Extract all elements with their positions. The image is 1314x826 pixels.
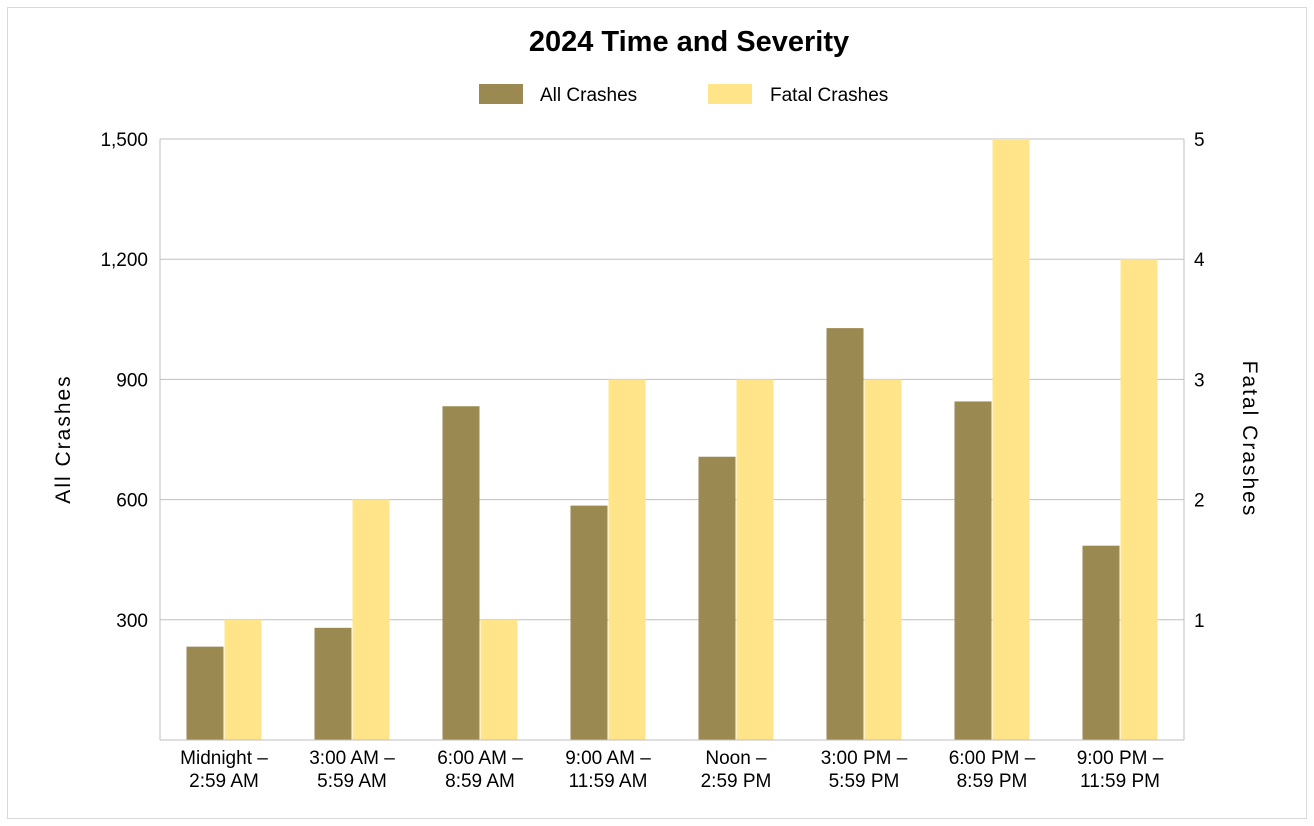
right-tick-label: 1 — [1194, 611, 1205, 632]
legend-label-all-crashes: All Crashes — [540, 85, 637, 106]
chart-title: 2024 Time and Severity — [529, 26, 849, 58]
x-tick-label: Midnight –2:59 AM — [180, 748, 268, 792]
bar-all-crashes — [1082, 545, 1120, 740]
right-axis-ticks: 1 2 3 4 5 — [1194, 130, 1205, 632]
bar-fatal-crashes — [1120, 259, 1158, 740]
right-tick-label: 5 — [1194, 130, 1205, 151]
right-tick-label: 4 — [1194, 250, 1205, 271]
bar-fatal-crashes — [992, 139, 1030, 740]
bar-fatal-crashes — [608, 379, 646, 740]
bar-fatal-crashes — [864, 379, 902, 740]
left-axis-ticks: 300 600 900 1,200 1,500 — [100, 130, 148, 632]
left-tick-label: 1,500 — [100, 130, 148, 151]
x-tick-label: Noon –2:59 PM — [701, 748, 772, 792]
bars — [186, 139, 1158, 740]
bar-fatal-crashes — [736, 379, 774, 740]
bar-fatal-crashes — [352, 499, 390, 740]
left-tick-label: 600 — [116, 491, 148, 512]
bar-fatal-crashes — [224, 619, 262, 740]
left-axis-title: All Crashes — [52, 374, 75, 503]
bar-all-crashes — [698, 456, 736, 740]
x-tick-label: 6:00 AM –8:59 AM — [437, 748, 523, 792]
bar-fatal-crashes — [480, 619, 518, 740]
x-tick-label: 3:00 AM –5:59 AM — [309, 748, 395, 792]
legend: All Crashes Fatal Crashes — [479, 84, 888, 106]
chart-frame: 2024 Time and Severity All Crashes Fatal… — [7, 7, 1307, 819]
x-tick-label: 9:00 PM –11:59 PM — [1077, 748, 1164, 792]
gridlines — [160, 138, 1184, 621]
bar-all-crashes — [186, 646, 224, 740]
x-axis-labels: Midnight –2:59 AM 3:00 AM –5:59 AM 6:00 AM… — [180, 748, 1164, 792]
right-axis-title: Fatal Crashes — [1238, 361, 1261, 518]
bar-all-crashes — [954, 401, 992, 740]
x-tick-label: 9:00 AM –11:59 AM — [565, 748, 651, 792]
x-tick-label: 6:00 PM –8:59 PM — [949, 748, 1036, 792]
legend-swatch-all-crashes — [479, 84, 523, 104]
x-tick-label: 3:00 PM –5:59 PM — [821, 748, 908, 792]
bar-all-crashes — [570, 505, 608, 740]
left-tick-label: 1,200 — [100, 250, 148, 271]
legend-swatch-fatal-crashes — [708, 84, 752, 104]
right-tick-label: 2 — [1194, 491, 1205, 512]
left-tick-label: 900 — [116, 370, 148, 391]
bar-all-crashes — [826, 328, 864, 740]
left-tick-label: 300 — [116, 611, 148, 632]
bar-all-crashes — [442, 406, 480, 740]
bar-all-crashes — [314, 627, 352, 740]
right-tick-label: 3 — [1194, 370, 1205, 391]
legend-label-fatal-crashes: Fatal Crashes — [770, 85, 888, 106]
bar-chart: 2024 Time and Severity All Crashes Fatal… — [52, 26, 1261, 792]
